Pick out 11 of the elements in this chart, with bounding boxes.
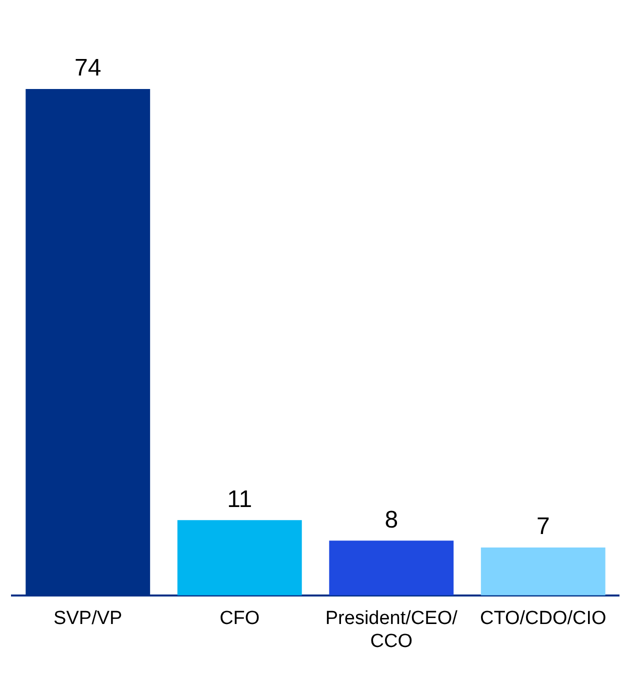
x-tick-label: President/CEO/CCO [325, 608, 458, 652]
data-label: 74 [74, 54, 102, 82]
data-label: 7 [536, 513, 550, 540]
data-label: 8 [384, 506, 398, 534]
x-tick-label: CFO [220, 608, 260, 630]
bar [177, 520, 302, 596]
x-tick-label: SVP/VP [54, 608, 122, 630]
bar [329, 540, 454, 596]
bar [480, 548, 606, 596]
x-tick-label: CTO/CDO/CIO [480, 608, 606, 630]
data-label: 11 [227, 486, 252, 513]
